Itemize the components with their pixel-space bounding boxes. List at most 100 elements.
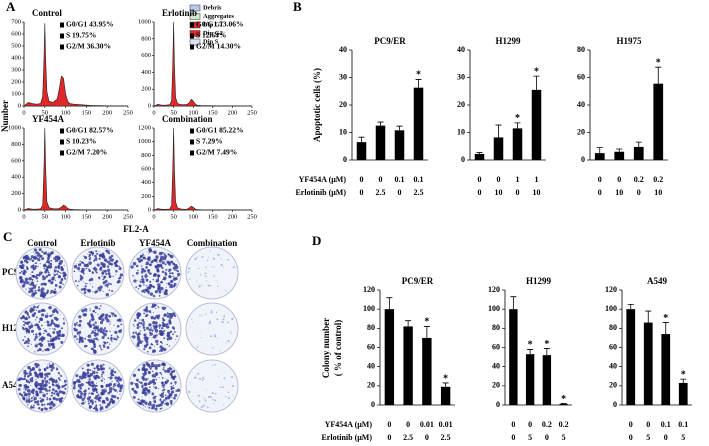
colony-dot [36, 251, 39, 255]
colony-dot [108, 273, 111, 276]
colony-dot [201, 255, 204, 258]
colony-dot [43, 403, 46, 406]
colony-dot [168, 254, 171, 257]
colony-dot [44, 329, 47, 332]
colony-dot [57, 372, 60, 375]
colony-dot [95, 371, 98, 374]
colony-dot [116, 383, 118, 385]
colonies [130, 248, 181, 298]
y-tick-label: 20 [367, 381, 375, 390]
colony-dot [43, 252, 46, 255]
colony-dot [222, 404, 225, 406]
panel-label: D [312, 233, 321, 248]
error-bar [680, 378, 687, 383]
colony-dot [95, 388, 98, 392]
colony-dot [149, 280, 152, 283]
colony-dot [102, 408, 104, 410]
colony-dot [62, 283, 64, 286]
colony-dot [132, 373, 136, 377]
colony-dot [38, 367, 40, 369]
colony-dot [145, 343, 149, 347]
colony-dot [22, 339, 25, 342]
colony-dot [59, 271, 61, 274]
colony-dot [20, 394, 24, 397]
colony-dot [161, 261, 165, 265]
colony-dot [33, 255, 36, 258]
colony-dot [141, 275, 144, 278]
colony-dot [49, 346, 51, 347]
y-tick-label: 60 [609, 342, 617, 351]
colony-dot [132, 388, 135, 390]
significance-star: * [528, 340, 533, 351]
colony-dot [161, 350, 163, 353]
colony-dot [107, 377, 109, 379]
colony-dot [101, 389, 105, 393]
colony-dot [77, 267, 79, 269]
colony-dot [28, 372, 32, 376]
colony-dot [43, 267, 46, 270]
colony-dot [73, 323, 77, 326]
colony-dot [45, 372, 49, 376]
colony-dot [101, 271, 104, 273]
colony-dot [42, 327, 44, 329]
colony-dot [60, 267, 65, 272]
colony-dot [154, 252, 157, 254]
colony-dot [53, 276, 55, 278]
colony-dot [26, 267, 29, 270]
colony-dot [110, 312, 113, 314]
colony-dot [146, 326, 149, 330]
stat-label: G2/M 7.20% [66, 148, 107, 157]
colony-dot [150, 312, 152, 314]
treatment-value: 0 [598, 175, 602, 184]
colony-dot [157, 289, 159, 292]
colony-dot [137, 269, 139, 272]
treatment-value: 5 [528, 433, 532, 442]
colony-dot [97, 339, 99, 341]
y-tick-label: 20 [609, 381, 617, 390]
colony-dot [146, 250, 148, 252]
colony-dot [142, 373, 144, 375]
colony-dot [145, 258, 147, 260]
colony-dot [103, 341, 107, 345]
colony-dot [146, 363, 151, 367]
colony-dot [152, 294, 156, 298]
colony-dot [96, 289, 99, 291]
error-bar [616, 148, 623, 152]
stat-marker [60, 139, 64, 145]
colony-dot [136, 335, 140, 339]
colony-dot [38, 382, 42, 386]
colony-dot [35, 343, 37, 345]
colony-dot [58, 390, 62, 394]
colony-dot [99, 364, 103, 368]
colony-dot [88, 258, 91, 261]
colony-dot [148, 310, 152, 313]
colony-dot [116, 280, 120, 284]
colony-dot [92, 383, 96, 387]
colony-dot [231, 376, 233, 379]
colony-dot [90, 362, 94, 366]
colony-dot [45, 268, 49, 272]
x-tick-label: 100 [188, 109, 198, 116]
colony-dot [84, 256, 88, 260]
colony-dot [72, 386, 76, 390]
colony-dot [91, 388, 95, 391]
colonies [72, 362, 124, 412]
colony-dot [99, 327, 103, 331]
colony-dot [63, 265, 65, 267]
colony-dot [80, 376, 84, 380]
colony-dot [43, 332, 45, 335]
treatment-value: 0 [360, 175, 364, 184]
colony-dot [38, 373, 41, 376]
colony-dot [168, 319, 172, 323]
colony-dot [26, 257, 28, 259]
colony-dot [87, 402, 90, 405]
colony-dot [138, 401, 141, 405]
stat-marker [190, 33, 194, 39]
colony-dot [156, 269, 160, 273]
colony-dot [27, 278, 29, 280]
colony-dot [153, 317, 157, 320]
y-tick-label: 400 [141, 179, 151, 186]
treatment-value: 0 [478, 188, 482, 197]
colony-dot [143, 284, 145, 286]
colony-dot [154, 364, 158, 368]
